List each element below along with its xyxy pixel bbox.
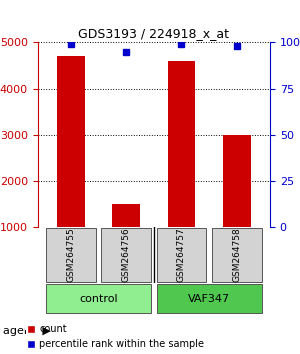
- Text: GSM264757: GSM264757: [177, 228, 186, 282]
- Text: GSM264756: GSM264756: [122, 228, 130, 282]
- FancyBboxPatch shape: [157, 228, 206, 282]
- FancyBboxPatch shape: [101, 228, 151, 282]
- Legend: count, percentile rank within the sample: count, percentile rank within the sample: [26, 324, 205, 349]
- Text: control: control: [79, 294, 118, 304]
- Text: agent  ▶: agent ▶: [3, 326, 51, 336]
- FancyBboxPatch shape: [46, 284, 151, 313]
- Bar: [112, 204, 140, 227]
- Text: GSM264758: GSM264758: [232, 228, 241, 282]
- FancyBboxPatch shape: [212, 228, 262, 282]
- Text: VAF347: VAF347: [188, 294, 230, 304]
- FancyBboxPatch shape: [157, 284, 262, 313]
- Text: GSM264755: GSM264755: [66, 228, 75, 282]
- Bar: [57, 56, 85, 227]
- FancyBboxPatch shape: [46, 228, 96, 282]
- Bar: [223, 135, 250, 227]
- Title: GDS3193 / 224918_x_at: GDS3193 / 224918_x_at: [78, 27, 229, 40]
- Bar: [168, 61, 195, 227]
